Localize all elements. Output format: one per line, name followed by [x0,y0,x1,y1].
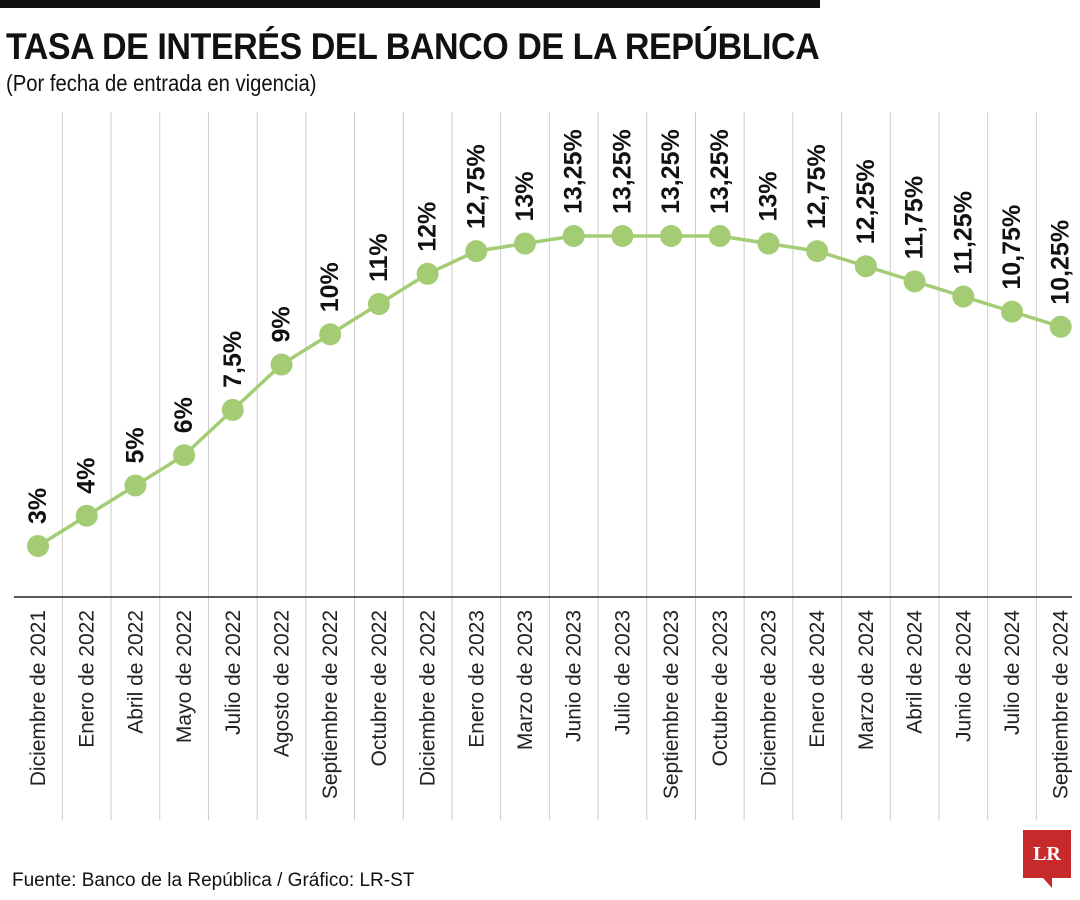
data-label: 13,25% [706,129,734,214]
data-label: 10,25% [1047,220,1075,305]
chart-title: TASA DE INTERÉS DEL BANCO DE LA REPÚBLIC… [6,26,820,67]
data-label: 13% [755,172,783,222]
x-tick-label: Septiembre de 2024 [1050,610,1073,799]
data-point [75,504,98,527]
data-point [708,225,731,247]
data-point [562,225,585,247]
data-point [173,444,196,467]
data-label: 13,25% [657,129,685,214]
x-tick-label: Mayo de 2022 [173,610,196,743]
data-label: 4% [73,458,101,494]
data-label: 11% [365,233,393,282]
data-label: 11,25% [949,191,977,274]
data-point [27,535,49,557]
data-label: 13% [511,172,539,222]
data-point [514,232,536,255]
data-point [952,285,975,308]
x-tick-label: Enero de 2023 [465,610,488,748]
data-label: 12,75% [803,144,831,229]
data-label: 10% [316,262,344,312]
data-point [660,225,683,247]
data-point [465,240,488,263]
x-tick-label: Septiembre de 2022 [319,610,342,799]
x-tick-label: Diciembre de 2023 [758,610,781,786]
data-label: 12,75% [462,144,490,229]
x-tick-label: Enero de 2022 [76,610,99,748]
x-tick-label: Junio de 2023 [563,610,586,742]
x-tick-label: Marzo de 2023 [514,610,537,750]
x-tick-label: Octubre de 2022 [368,610,391,766]
x-tick-label: Marzo de 2024 [855,610,878,750]
data-point [806,240,829,263]
x-tick-label: Diciembre de 2021 [27,610,50,786]
data-point [124,474,147,497]
data-point [1001,300,1023,323]
x-tick-label: Abril de 2024 [904,610,927,734]
x-tick-label: Julio de 2022 [222,610,245,735]
data-label: 13,25% [608,129,636,214]
data-label: 9% [268,306,296,342]
data-point [854,255,877,278]
x-tick-label: Julio de 2023 [611,610,634,735]
data-label: 7,5% [219,331,247,388]
data-point [757,232,780,255]
data-label: 6% [170,397,198,433]
data-point [1049,315,1072,338]
x-tick-label: Abril de 2022 [124,610,147,734]
top-rule [0,0,820,8]
x-tick-label: Enero de 2024 [806,610,829,748]
data-point [221,398,244,421]
data-point [367,293,390,316]
lr-logo-tail [1043,878,1052,888]
data-label: 12,25% [852,159,880,244]
x-tick-label: Julio de 2024 [1001,610,1024,735]
x-tick-label: Agosto de 2022 [271,610,294,757]
data-point [611,225,634,247]
data-label: 12% [414,202,442,252]
data-label: 3% [24,488,52,524]
data-label: 11,75% [901,176,929,259]
x-tick-label: Diciembre de 2022 [417,610,440,786]
data-point [416,262,439,285]
data-point [319,323,342,346]
data-point [270,353,293,376]
chart-subtitle: (Por fecha de entrada en vigencia) [6,70,317,96]
x-tick-label: Octubre de 2023 [709,610,732,766]
series-line [37,234,1062,548]
data-label: 10,75% [998,205,1026,290]
x-tick-label: Junio de 2024 [952,610,975,742]
lr-logo-text: LR [1033,843,1061,865]
data-label: 5% [121,427,149,463]
lr-logo: LR [1023,830,1071,878]
data-point [903,270,926,293]
source-note: Fuente: Banco de la República / Gráfico:… [12,870,415,891]
data-label: 13,25% [560,129,588,214]
x-tick-label: Septiembre de 2023 [660,610,683,799]
